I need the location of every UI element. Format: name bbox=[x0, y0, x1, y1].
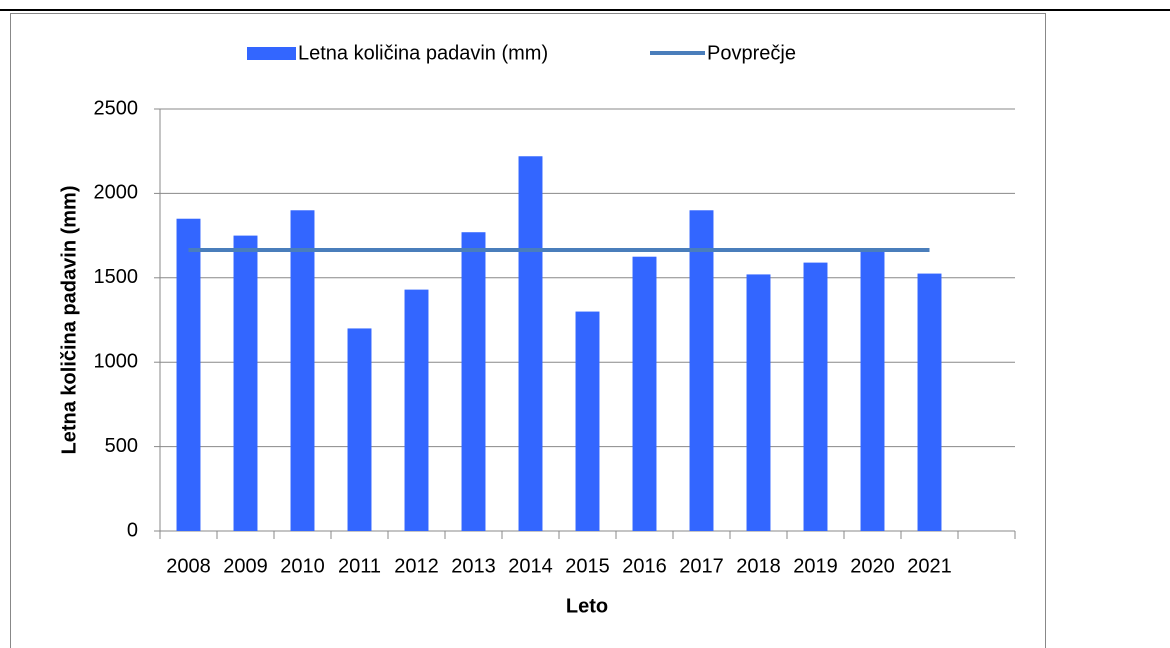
legend-label: Povprečje bbox=[707, 42, 796, 64]
x-tick-label: 2008 bbox=[166, 555, 211, 577]
x-tick-label: 2011 bbox=[338, 555, 381, 577]
bar bbox=[860, 250, 885, 532]
bar bbox=[404, 289, 429, 531]
x-tick-label: 2020 bbox=[850, 555, 895, 577]
legend-swatch bbox=[247, 47, 296, 60]
legend-label: Letna količina padavin (mm) bbox=[298, 42, 548, 64]
bar bbox=[176, 218, 201, 531]
bar bbox=[917, 273, 942, 531]
y-tick-label: 1500 bbox=[94, 266, 139, 288]
bar bbox=[233, 235, 258, 531]
bar bbox=[746, 274, 771, 531]
y-axis-title: Letna količina padavin (mm) bbox=[58, 186, 80, 455]
x-tick-label: 2013 bbox=[451, 555, 496, 577]
x-tick-label: 2021 bbox=[907, 555, 952, 577]
bar bbox=[632, 256, 657, 531]
x-axis-title: Leto bbox=[566, 595, 608, 617]
y-tick-label: 0 bbox=[127, 519, 138, 541]
x-tick-label: 2009 bbox=[223, 555, 268, 577]
bar bbox=[290, 210, 315, 531]
x-tick-label: 2010 bbox=[280, 555, 325, 577]
x-tick-label: 2019 bbox=[793, 555, 838, 577]
bar bbox=[803, 262, 828, 531]
x-tick-label: 2014 bbox=[508, 555, 553, 577]
y-tick-label: 500 bbox=[105, 435, 138, 457]
y-tick-label: 1000 bbox=[94, 350, 139, 372]
bar bbox=[575, 311, 600, 531]
bar bbox=[689, 210, 714, 531]
bar bbox=[461, 232, 486, 531]
y-tick-label: 2500 bbox=[94, 97, 139, 119]
bar bbox=[347, 328, 372, 531]
bar bbox=[518, 156, 543, 531]
y-tick-label: 2000 bbox=[94, 182, 139, 204]
x-tick-label: 2016 bbox=[622, 555, 667, 577]
x-tick-label: 2018 bbox=[736, 555, 781, 577]
x-tick-label: 2017 bbox=[679, 555, 724, 577]
x-tick-label: 2015 bbox=[565, 555, 610, 577]
x-tick-label: 2012 bbox=[394, 555, 439, 577]
